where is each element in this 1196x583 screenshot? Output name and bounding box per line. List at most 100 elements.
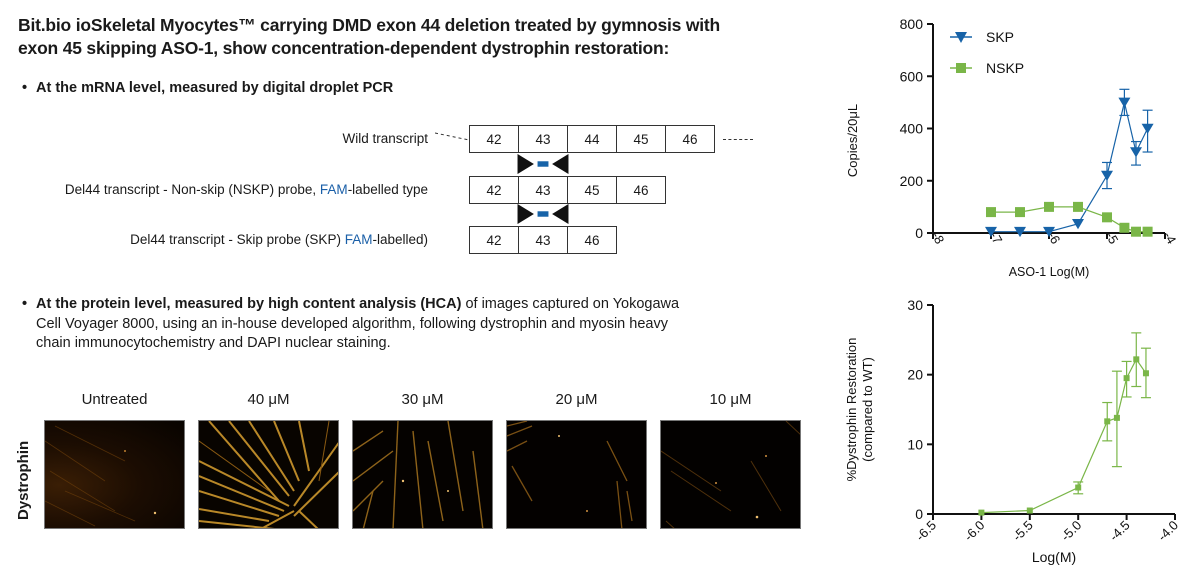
trailing-dash-line [723, 139, 753, 140]
exon-box: 43 [518, 226, 568, 254]
y-tick-label: 30 [907, 297, 923, 313]
fiber-pattern [661, 421, 800, 528]
label-suffix: -labelled) [372, 232, 428, 247]
title-line-2: exon 45 skipping ASO-1, show concentrati… [18, 38, 670, 58]
column-label-40um: 40 μM [247, 391, 290, 408]
y-tick-label: 200 [900, 173, 924, 189]
protein-bold-text: At the protein level, measured by high c… [36, 296, 462, 312]
y-axis-label: %Dystrophin Restoration [844, 338, 859, 482]
wild-exon-row: 42 43 44 45 46 [469, 125, 715, 153]
fiber-pattern [45, 425, 157, 527]
exon-box: 46 [567, 226, 617, 254]
skp-exon-row: 42 43 46 [469, 226, 617, 254]
series-line [981, 358, 1147, 514]
protein-text-rest: of images captured on Yokogawa [461, 296, 680, 312]
row-label-dystrophin: Dystrophin [15, 440, 32, 520]
x-axis-label: Log(M) [1032, 549, 1076, 565]
y-tick-label: 20 [907, 367, 923, 383]
data-point [1072, 219, 1084, 230]
exon-box: 43 [518, 176, 568, 204]
exon-box: 42 [469, 226, 519, 254]
y-tick-label: 800 [900, 16, 924, 32]
bullet-dot: • [22, 80, 28, 96]
exon-box: 44 [567, 125, 617, 153]
series-line [991, 102, 1149, 233]
wild-transcript-label: Wild transcript [342, 131, 428, 146]
data-point [1118, 97, 1131, 108]
exon-box: 43 [518, 125, 568, 153]
data-point [1119, 222, 1130, 233]
exon-box: 42 [469, 125, 519, 153]
data-point [1101, 170, 1113, 181]
protein-bullet: • At the protein level, measured by high… [22, 295, 816, 354]
y-tick-label: 400 [900, 121, 924, 137]
column-label-10um: 10 μM [709, 391, 752, 408]
x-tick-label: -6.0 [961, 518, 987, 544]
x-tick-label: -8 [929, 229, 948, 247]
data-point [1130, 147, 1142, 158]
nskp-exon-row: 42 43 45 46 [469, 176, 666, 204]
exon-box: 45 [567, 176, 617, 204]
fam-text: FAM [344, 232, 373, 247]
label-prefix: Del44 transcript - Skip probe (SKP) [130, 232, 345, 247]
y-tick-label: 600 [900, 68, 924, 84]
data-point [1142, 370, 1149, 377]
exon-box: 46 [665, 125, 715, 153]
data-point [985, 226, 997, 238]
bullet-dot: • [22, 296, 28, 312]
data-point [1043, 226, 1055, 238]
label-suffix: -labelled type [347, 182, 428, 197]
column-label-20um: 20 μM [555, 391, 598, 408]
data-point [1026, 507, 1033, 514]
x-tick-label: -4.5 [1106, 518, 1132, 544]
mrna-bullet: • At the mRNA level, measured by digital… [22, 79, 394, 99]
legend-label: NSKP [986, 60, 1024, 76]
column-label-untreated: Untreated [81, 391, 148, 408]
fiber-pattern [507, 421, 633, 528]
skp-transcript-label: Del44 transcript - Skip probe (SKP) FAM-… [130, 232, 428, 247]
data-point [1123, 375, 1130, 382]
mrna-bullet-text: At the mRNA level, measured by digital d… [36, 80, 394, 96]
fam-text: FAM [319, 182, 348, 197]
micrograph-40um [198, 420, 339, 529]
column-label-30um: 30 μM [401, 391, 444, 408]
y-tick-label: 0 [915, 506, 923, 522]
micrograph-20um [506, 420, 647, 529]
title-line-1: Bit.bio ioSkeletal Myocytes™ carrying DM… [18, 15, 721, 35]
y-axis-label: Copies/20μL [845, 104, 860, 177]
data-point [1044, 201, 1054, 212]
triangle-marker-icon [955, 32, 967, 43]
y-axis-label-line-2: (compared to WT) [860, 357, 875, 462]
x-axis-label: ASO-1 Log(M) [1009, 265, 1090, 279]
micrograph-10um [660, 420, 801, 529]
fiber-pattern [199, 421, 338, 528]
x-tick-label: -5 [1103, 229, 1122, 247]
data-point [1014, 226, 1026, 238]
label-prefix: Del44 transcript - Non-skip (NSKP) probe… [64, 182, 320, 197]
data-point [1073, 201, 1083, 212]
protein-line-3: chain immunocytochemistry and DAPI nucle… [36, 335, 391, 351]
micrograph-30um [352, 420, 493, 529]
data-point [1131, 226, 1141, 237]
protein-line-2: Cell Voyager 8000, using an in-house dev… [36, 315, 668, 332]
data-point [1104, 418, 1111, 425]
exon-box: 46 [616, 176, 666, 204]
data-point [1133, 356, 1140, 363]
leading-dash-line [435, 132, 470, 141]
x-tick-label: -4.0 [1155, 518, 1181, 544]
data-point [1142, 226, 1153, 237]
x-tick-label: -5.5 [1009, 518, 1035, 544]
data-point [1015, 207, 1025, 218]
micrograph-untreated [44, 420, 185, 529]
y-tick-label: 10 [907, 436, 923, 452]
fiber-pattern [353, 421, 484, 528]
data-point [1075, 484, 1082, 491]
probe-icon [517, 204, 569, 224]
data-point [978, 509, 985, 516]
data-point [1141, 123, 1154, 134]
legend-item-skp: SKP [950, 29, 1014, 45]
legend-label: SKP [986, 29, 1014, 45]
legend-item-nskp: NSKP [950, 60, 1024, 76]
page-title: Bit.bio ioSkeletal Myocytes™ carrying DM… [18, 14, 818, 60]
